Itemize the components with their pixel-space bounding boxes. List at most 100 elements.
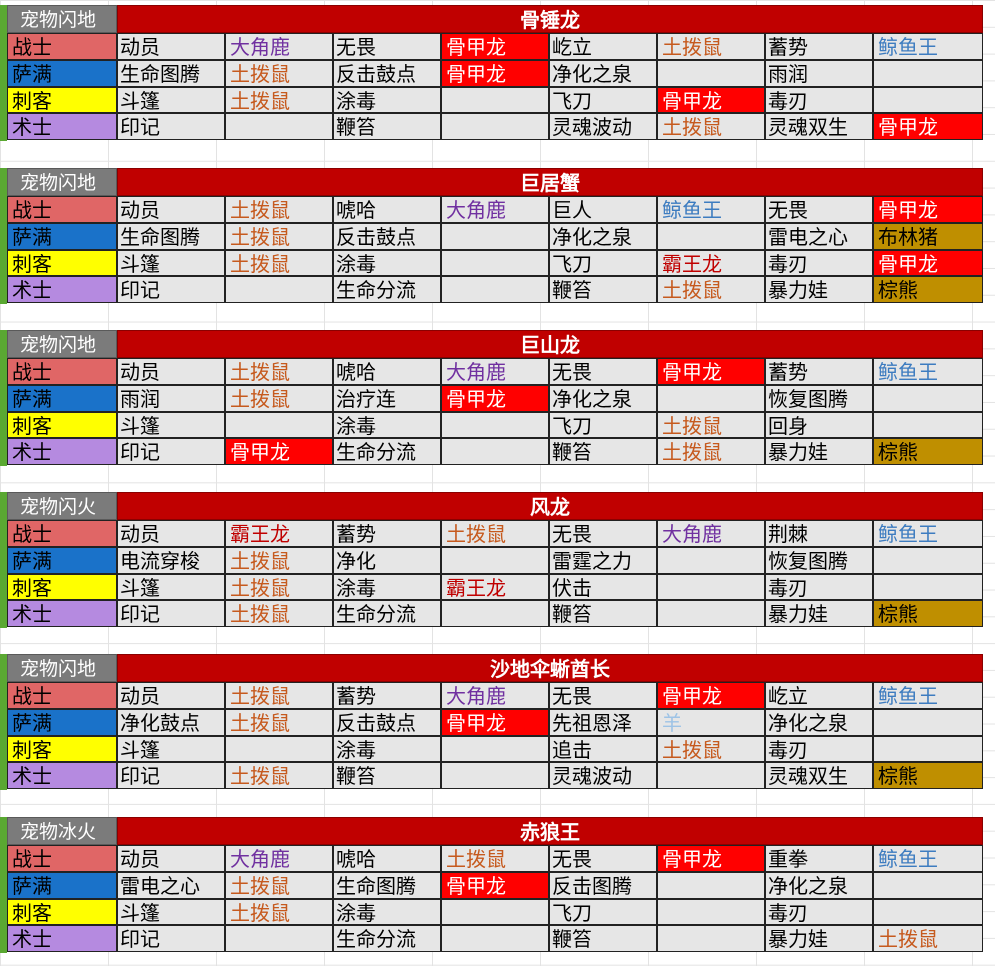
class-cell[interactable]: 术士	[7, 276, 117, 304]
skill-cell[interactable]: 唬哈	[333, 358, 441, 385]
pet-cell[interactable]	[441, 438, 549, 466]
pet-cell[interactable]	[657, 573, 765, 601]
skill-cell[interactable]: 回身	[765, 411, 873, 439]
skill-cell[interactable]: 涂毒	[333, 86, 441, 114]
pet-cell[interactable]: 土拨鼠	[657, 438, 765, 466]
pet-cell[interactable]	[441, 546, 549, 574]
skill-cell[interactable]: 毒刃	[765, 898, 873, 926]
pet-cell[interactable]: 骨甲龙	[873, 249, 983, 277]
skill-cell[interactable]: 毒刃	[765, 735, 873, 763]
pet-cell[interactable]	[441, 86, 549, 114]
pet-cell[interactable]: 土拨鼠	[225, 196, 333, 223]
pet-cell[interactable]: 鲸鱼王	[873, 845, 983, 872]
skill-cell[interactable]: 斗篷	[117, 573, 225, 601]
boss-name[interactable]: 骨锤龙	[117, 5, 983, 33]
skill-cell[interactable]: 毒刃	[765, 573, 873, 601]
pet-cell[interactable]: 鲸鱼王	[873, 33, 983, 60]
skill-cell[interactable]: 涂毒	[333, 249, 441, 277]
skill-cell[interactable]: 净化之泉	[765, 708, 873, 736]
pet-cell[interactable]	[225, 276, 333, 304]
skill-cell[interactable]: 毒刃	[765, 86, 873, 114]
pet-cell[interactable]	[873, 871, 983, 899]
pet-cell[interactable]	[441, 600, 549, 628]
pet-cell[interactable]: 土拨鼠	[657, 276, 765, 304]
skill-cell[interactable]: 先祖恩泽	[549, 708, 657, 736]
class-cell[interactable]: 术士	[7, 438, 117, 466]
pet-cell[interactable]: 棕熊	[873, 762, 983, 790]
class-cell[interactable]: 刺客	[7, 86, 117, 114]
skill-cell[interactable]: 屹立	[549, 33, 657, 60]
skill-cell[interactable]: 飞刀	[549, 898, 657, 926]
skill-cell[interactable]: 唬哈	[333, 845, 441, 872]
boss-name[interactable]: 风龙	[117, 492, 983, 520]
skill-cell[interactable]: 暴力娃	[765, 600, 873, 628]
skill-cell[interactable]: 反击鼓点	[333, 59, 441, 87]
class-cell[interactable]: 战士	[7, 358, 117, 385]
skill-cell[interactable]: 净化之泉	[549, 222, 657, 250]
skill-cell[interactable]: 蓄势	[333, 682, 441, 709]
skill-cell[interactable]: 飞刀	[549, 411, 657, 439]
skill-cell[interactable]: 印记	[117, 276, 225, 304]
skill-cell[interactable]: 印记	[117, 762, 225, 790]
section-tag[interactable]: 宠物闪地	[7, 330, 117, 358]
skill-cell[interactable]: 重拳	[765, 845, 873, 872]
skill-cell[interactable]: 荆棘	[765, 520, 873, 547]
skill-cell[interactable]: 生命图腾	[117, 59, 225, 87]
skill-cell[interactable]: 雨润	[765, 59, 873, 87]
class-cell[interactable]: 萨满	[7, 59, 117, 87]
skill-cell[interactable]: 涂毒	[333, 411, 441, 439]
skill-cell[interactable]: 动员	[117, 33, 225, 60]
pet-cell[interactable]: 土拨鼠	[225, 249, 333, 277]
pet-cell[interactable]: 骨甲龙	[441, 871, 549, 899]
boss-name[interactable]: 巨山龙	[117, 330, 983, 358]
skill-cell[interactable]: 灵魂波动	[549, 762, 657, 790]
pet-cell[interactable]: 土拨鼠	[225, 898, 333, 926]
pet-cell[interactable]	[225, 411, 333, 439]
pet-cell[interactable]	[225, 113, 333, 141]
skill-cell[interactable]: 鞭笞	[549, 276, 657, 304]
pet-cell[interactable]	[873, 546, 983, 574]
pet-cell[interactable]	[441, 276, 549, 304]
pet-cell[interactable]: 土拨鼠	[225, 762, 333, 790]
pet-cell[interactable]: 土拨鼠	[873, 925, 983, 953]
skill-cell[interactable]: 无畏	[549, 520, 657, 547]
pet-cell[interactable]: 土拨鼠	[225, 59, 333, 87]
class-cell[interactable]: 战士	[7, 520, 117, 547]
pet-cell[interactable]: 大角鹿	[441, 358, 549, 385]
pet-cell[interactable]: 土拨鼠	[225, 708, 333, 736]
pet-cell[interactable]: 羊	[657, 708, 765, 736]
skill-cell[interactable]: 蓄势	[765, 358, 873, 385]
pet-cell[interactable]	[441, 925, 549, 953]
skill-cell[interactable]: 伏击	[549, 573, 657, 601]
skill-cell[interactable]: 灵魂波动	[549, 113, 657, 141]
pet-cell[interactable]: 大角鹿	[657, 520, 765, 547]
pet-cell[interactable]	[441, 249, 549, 277]
skill-cell[interactable]: 灵魂双生	[765, 113, 873, 141]
boss-name[interactable]: 巨居蟹	[117, 168, 983, 196]
skill-cell[interactable]: 蓄势	[333, 520, 441, 547]
pet-cell[interactable]: 霸王龙	[657, 249, 765, 277]
pet-cell[interactable]: 大角鹿	[441, 682, 549, 709]
skill-cell[interactable]: 治疗连	[333, 384, 441, 412]
skill-cell[interactable]: 巨人	[549, 196, 657, 223]
pet-cell[interactable]: 骨甲龙	[657, 86, 765, 114]
pet-cell[interactable]: 鲸鱼王	[657, 196, 765, 223]
skill-cell[interactable]: 斗篷	[117, 249, 225, 277]
skill-cell[interactable]: 反击图腾	[549, 871, 657, 899]
skill-cell[interactable]: 印记	[117, 925, 225, 953]
skill-cell[interactable]: 斗篷	[117, 735, 225, 763]
pet-cell[interactable]	[225, 735, 333, 763]
pet-cell[interactable]: 骨甲龙	[441, 33, 549, 60]
pet-cell[interactable]: 骨甲龙	[225, 438, 333, 466]
pet-cell[interactable]: 土拨鼠	[225, 384, 333, 412]
pet-cell[interactable]	[657, 925, 765, 953]
boss-name[interactable]: 赤狼王	[117, 817, 983, 845]
skill-cell[interactable]: 斗篷	[117, 86, 225, 114]
skill-cell[interactable]: 灵魂双生	[765, 762, 873, 790]
class-cell[interactable]: 萨满	[7, 222, 117, 250]
pet-cell[interactable]: 大角鹿	[225, 33, 333, 60]
skill-cell[interactable]: 生命图腾	[333, 871, 441, 899]
skill-cell[interactable]: 暴力娃	[765, 438, 873, 466]
skill-cell[interactable]: 鞭笞	[549, 925, 657, 953]
pet-cell[interactable]	[441, 762, 549, 790]
